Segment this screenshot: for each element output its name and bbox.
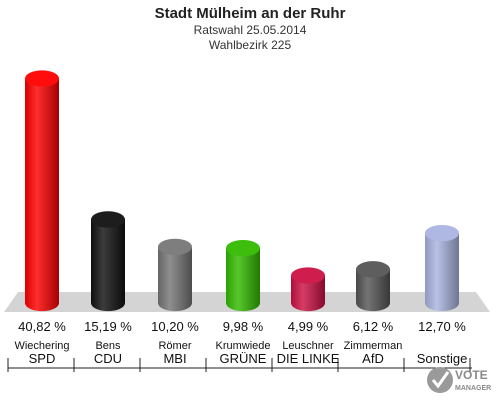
party-label: GRÜNE [220, 351, 267, 366]
bar-top [425, 224, 459, 242]
chart-district: Wahlbezirk 225 [208, 38, 292, 52]
value-label: 15,19 % [84, 319, 132, 334]
bar-top [226, 239, 260, 257]
chart-subtitle: Ratswahl 25.05.2014 [193, 23, 307, 37]
value-label: 10,20 % [151, 319, 199, 334]
bar-body [291, 275, 325, 312]
party-label: DIE LINKE [277, 351, 340, 366]
bar-body [158, 246, 192, 312]
value-label: 12,70 % [418, 319, 466, 334]
candidate-label: Krumwiede [215, 340, 270, 352]
vote-manager-logo: VOTE MANAGER [424, 362, 498, 398]
candidate-label: Leuschner [282, 340, 334, 352]
bar-top [356, 261, 390, 278]
bar-grüne [226, 239, 260, 312]
party-label: AfD [362, 351, 384, 366]
bar-top [25, 70, 59, 87]
candidate-label: Römer [158, 340, 191, 352]
bar-top [291, 267, 325, 284]
bar-body [91, 219, 125, 312]
bar-top [158, 238, 192, 256]
value-label: 9,98 % [223, 319, 264, 334]
value-label: 6,12 % [353, 319, 394, 334]
party-label: SPD [29, 351, 56, 366]
bar-sonstige [425, 224, 459, 312]
bar-body [226, 248, 260, 312]
bar-body [356, 269, 390, 312]
value-label: 4,99 % [288, 319, 329, 334]
candidate-label: Wiechering [14, 340, 69, 352]
bar-afd [356, 261, 390, 312]
bar-body [425, 233, 459, 312]
chart-header: Stadt Mülheim an der Ruhr Ratswahl 25.05… [0, 4, 500, 53]
value-label: 40,82 % [18, 319, 66, 334]
party-label: CDU [94, 351, 122, 366]
logo-line1: VOTE [455, 368, 488, 382]
bar-mbi [158, 238, 192, 312]
party-label: MBI [163, 351, 186, 366]
candidate-label: Bens [95, 340, 121, 352]
bar-body [25, 78, 59, 312]
bar-spd [25, 70, 59, 312]
bar-cdu [91, 211, 125, 312]
bar-die-linke [291, 267, 325, 312]
candidate-label: Zimmerman [344, 340, 403, 352]
party-label: Sonstige [417, 351, 468, 366]
chart-title: Stadt Mülheim an der Ruhr [154, 5, 346, 22]
logo-check-icon [427, 367, 453, 393]
bar-top [91, 211, 125, 228]
logo-line2: MANAGER [455, 385, 491, 392]
